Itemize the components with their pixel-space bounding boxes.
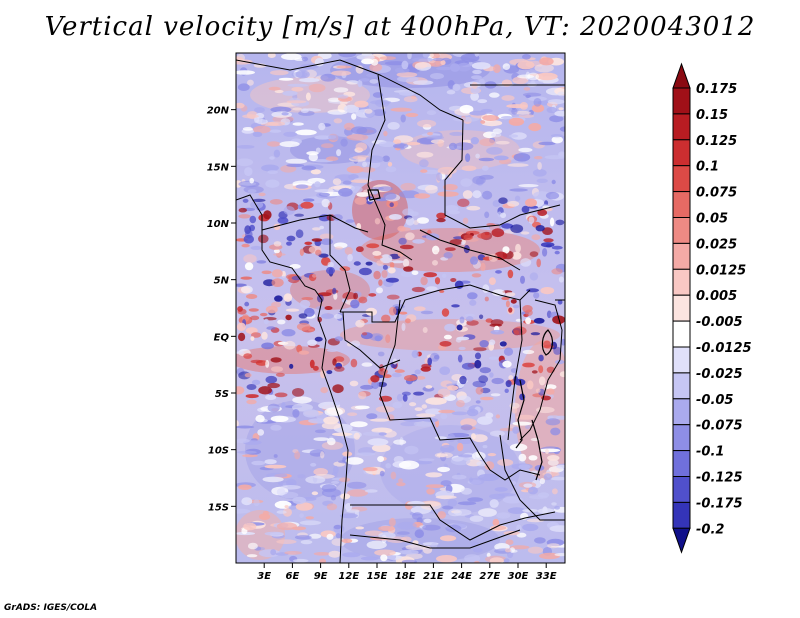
colorbar-swatch <box>672 217 691 244</box>
lat-tick-label: EQ <box>214 332 230 343</box>
lon-tick-label: 33E <box>536 571 557 582</box>
lat-tick-label: 5N <box>214 276 230 287</box>
colorbar-label: 0.175 <box>696 82 737 97</box>
lon-tick-label: 30E <box>508 571 529 582</box>
colorbar-swatch <box>672 242 691 270</box>
colorbar-swatch <box>672 424 691 452</box>
colorbar-swatch <box>672 191 691 219</box>
lon-tick-label: 27E <box>479 571 500 582</box>
velocity-field <box>236 53 565 563</box>
lon-tick-label: 12E <box>338 571 359 582</box>
latitude-axis: 20N 15N 10N 5N EQ 5S 10S 15S <box>207 106 236 513</box>
lon-tick-label: 6E <box>286 571 300 582</box>
colorbar-label: -0.005 <box>696 315 743 330</box>
grads-credit: GrADS: IGES/COLA <box>4 603 98 613</box>
colorbar-label: -0.025 <box>696 367 743 382</box>
colorbar-swatch <box>672 346 691 374</box>
colorbar: 0.175 0.15 0.125 0.1 0.075 0.05 0.025 0.0125 0.0… <box>672 62 752 554</box>
colorbar-label: 0.15 <box>696 108 728 123</box>
lon-tick-label: 3E <box>257 571 271 582</box>
lat-tick-label: 15N <box>207 162 230 173</box>
country-borders <box>236 59 565 563</box>
colorbar-swatch <box>672 113 691 141</box>
colorbar-label: -0.05 <box>696 393 733 408</box>
colorbar-swatch <box>672 501 691 529</box>
lon-tick-label: 18E <box>395 571 416 582</box>
lon-tick-label: 24E <box>451 571 472 582</box>
lat-tick-label: 5S <box>215 389 229 400</box>
lat-tick-label: 10N <box>207 219 230 230</box>
lat-tick-label: 15S <box>208 502 229 513</box>
colorbar-label: -0.0125 <box>696 341 752 356</box>
colorbar-swatch <box>672 139 691 167</box>
colorbar-label: 0.025 <box>696 237 737 252</box>
colorbar-swatch <box>672 165 691 193</box>
colorbar-label: -0.2 <box>696 522 724 537</box>
colorbar-swatch <box>672 476 691 503</box>
colorbar-swatch <box>672 87 691 115</box>
colorbar-swatch <box>672 268 691 296</box>
great-lakes <box>367 189 554 481</box>
colorbar-label: 0.05 <box>696 212 728 227</box>
map-frame <box>235 52 566 564</box>
colorbar-label: 0.005 <box>696 289 737 304</box>
colorbar-label: 0.125 <box>696 134 737 149</box>
colorbar-bottom-arrow <box>672 527 691 554</box>
colorbar-top-arrow <box>672 62 691 89</box>
colorbar-swatch <box>672 398 691 426</box>
colorbar-label: 0.1 <box>696 160 719 175</box>
colorbar-swatch <box>672 372 691 400</box>
colorbar-swatch <box>672 320 691 348</box>
colorbar-swatch <box>672 450 691 478</box>
lat-tick-label: 20N <box>207 106 230 117</box>
lon-tick-label: 15E <box>367 571 388 582</box>
colorbar-label: 0.075 <box>696 186 737 201</box>
colorbar-label: 0.0125 <box>696 263 746 278</box>
lat-tick-label: 10S <box>208 446 229 457</box>
colorbar-label: -0.075 <box>696 419 743 434</box>
longitude-axis: 3E 6E 9E 12E 15E 18E 21E 24E 27E 30E 33E <box>257 563 557 582</box>
colorbar-label: -0.125 <box>696 471 743 486</box>
colorbar-swatch <box>672 294 691 322</box>
lon-tick-label: 9E <box>314 571 328 582</box>
colorbar-label: -0.175 <box>696 496 743 511</box>
colorbar-label: -0.1 <box>696 445 724 460</box>
lon-tick-label: 21E <box>423 571 444 582</box>
chart-title: Vertical velocity [m/s] at 400hPa, VT: 2… <box>44 12 756 42</box>
